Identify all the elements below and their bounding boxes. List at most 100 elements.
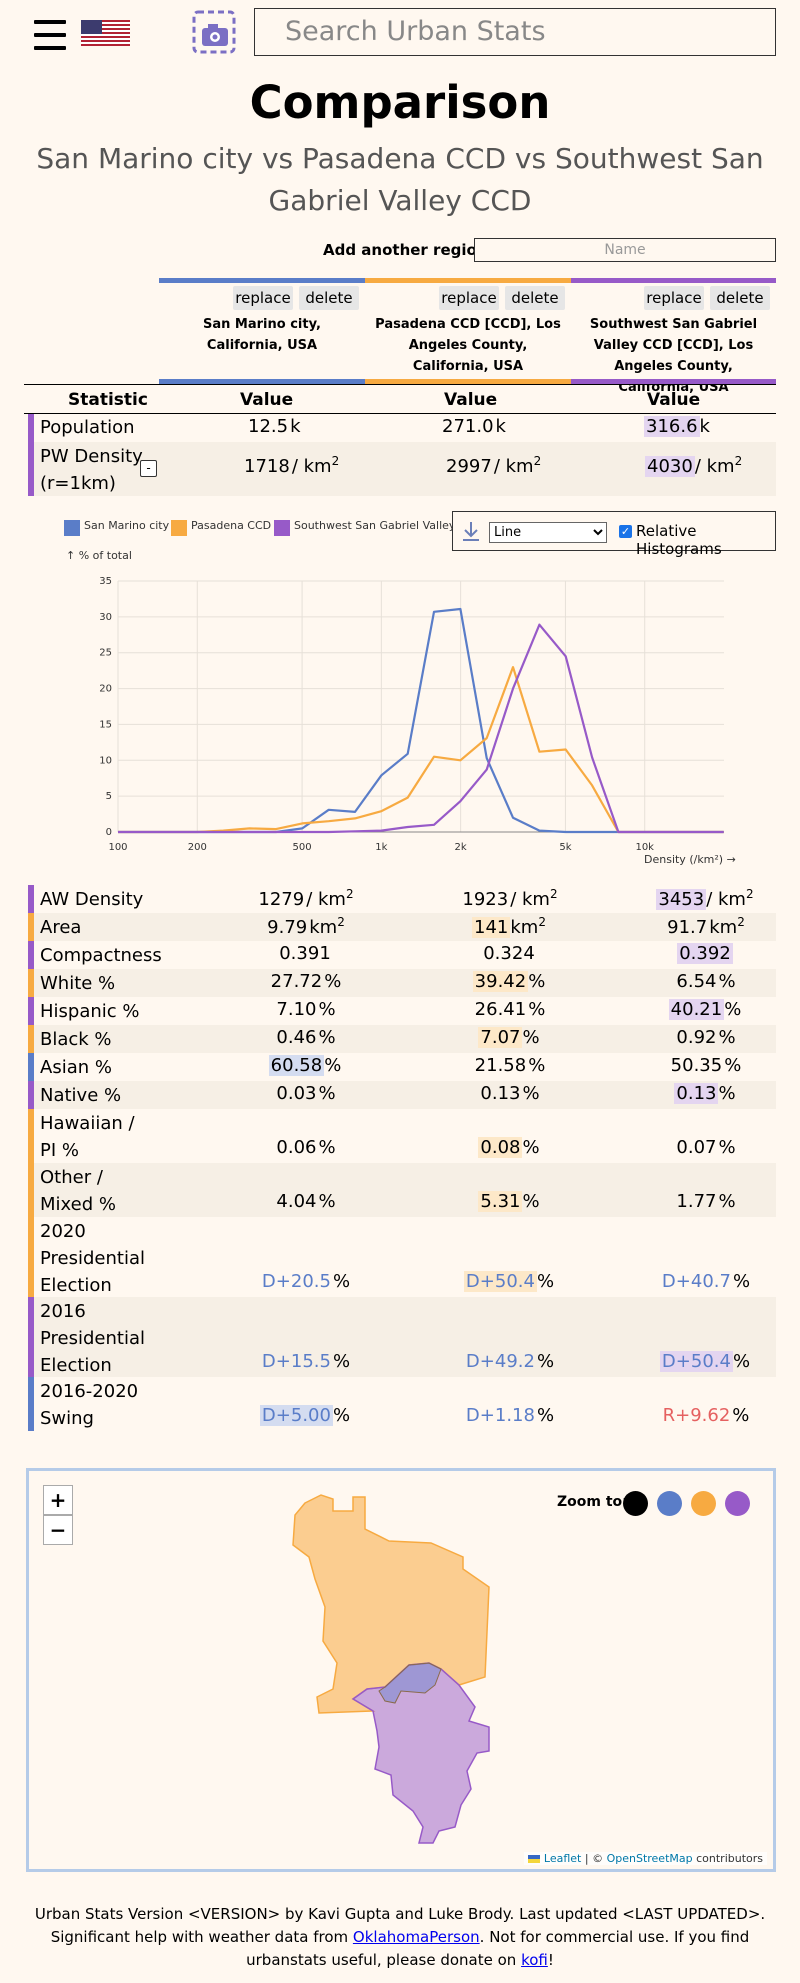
y-tick-label: 5	[106, 791, 112, 802]
stat-name[interactable]: Black %	[40, 1029, 112, 1050]
relative-histograms-checkbox[interactable]: ✓	[619, 525, 632, 538]
region-color-bar	[365, 278, 571, 283]
openstreetmap-link[interactable]: OpenStreetMap	[606, 1852, 693, 1865]
menu-icon[interactable]	[34, 20, 66, 50]
delete-button[interactable]: delete	[299, 286, 359, 310]
stat-value: D+40.7%	[661, 1271, 751, 1292]
row-color-bar	[28, 1109, 34, 1163]
stat-name[interactable]: Compactness	[40, 945, 162, 966]
stat-name[interactable]: Asian %	[40, 1057, 112, 1078]
stat-name[interactable]: Other / Mixed %	[40, 1167, 116, 1215]
row-color-bar	[28, 1053, 34, 1081]
x-tick-label: 2k	[455, 842, 467, 853]
legend-label: Pasadena CCD	[191, 519, 272, 532]
histogram-controls: Line ✓ Relative Histograms	[452, 511, 776, 558]
zoom-in-button[interactable]: +	[43, 1485, 73, 1515]
stat-value: D+49.2%	[465, 1351, 555, 1372]
stat-name[interactable]: Area	[40, 917, 82, 938]
search-input[interactable]: Search Urban Stats	[254, 8, 776, 56]
stat-value: 60.58%	[268, 1055, 342, 1076]
stat-value: 12.5 k	[248, 416, 301, 437]
y-tick-label: 20	[99, 684, 112, 695]
stat-name[interactable]: Native %	[40, 1085, 122, 1106]
stat-name[interactable]: 2016-2020 Swing	[40, 1381, 139, 1429]
stat-value: 141 km2	[472, 915, 546, 938]
zoom-to-all-button[interactable]	[623, 1491, 648, 1516]
series-line-1	[118, 607, 724, 834]
download-icon[interactable]	[461, 520, 481, 544]
screenshot-camera-icon[interactable]	[192, 10, 236, 54]
stat-value: 39.42%	[472, 971, 546, 992]
page-title: Comparison	[249, 76, 551, 129]
y-tick-label: 35	[99, 576, 112, 587]
stat-value: 2997/ km2	[446, 454, 542, 477]
footer: Urban Stats Version <VERSION> by Kavi Gu…	[34, 1905, 766, 1969]
stat-value: 0.07%	[676, 1137, 736, 1158]
expand-toggle-button[interactable]: -	[140, 460, 157, 477]
series-line-2	[118, 665, 724, 834]
stat-value: 26.41%	[474, 999, 546, 1020]
x-tick-label: 100	[108, 842, 127, 853]
stat-name[interactable]: Hispanic %	[40, 1001, 140, 1022]
stat-value: 0.46%	[276, 1027, 336, 1048]
leaflet-flag-icon	[528, 1855, 541, 1863]
region-header-3: replace delete Southwest San Gabriel Val…	[571, 278, 776, 395]
delete-button[interactable]: delete	[710, 286, 770, 310]
stat-value: 9.79 km2	[267, 915, 345, 938]
table-row	[28, 969, 776, 997]
map-shapes	[292, 1494, 490, 1844]
replace-button[interactable]: replace	[233, 286, 293, 310]
replace-button[interactable]: replace	[439, 286, 499, 310]
stat-name[interactable]: AW Density	[40, 889, 144, 910]
y-axis-label: ↑ % of total	[66, 549, 132, 562]
stat-value: 7.10%	[276, 999, 336, 1020]
stat-value: R+9.62%	[662, 1405, 750, 1426]
stat-value: 6.54%	[676, 971, 736, 992]
stat-value: 7.07%	[478, 1027, 540, 1048]
zoom-out-button[interactable]: −	[43, 1515, 73, 1545]
stat-name[interactable]: White %	[40, 973, 116, 994]
row-color-bar	[28, 1163, 34, 1217]
kofi-link[interactable]: kofi	[521, 1951, 548, 1969]
stat-value: 50.35%	[670, 1055, 742, 1076]
stat-value: D+20.5%	[261, 1271, 351, 1292]
row-color-bar	[28, 1297, 34, 1377]
stat-name[interactable]: Hawaiian / PI %	[40, 1113, 135, 1161]
stat-value: 0.92%	[676, 1027, 736, 1048]
density-histogram-chart: 0 5 10 15 20 25 30 35 100 200 500 1k 2k 5k 10k	[99, 576, 724, 853]
stat-value: 91.7 km2	[667, 915, 745, 938]
histogram-type-select[interactable]: Line	[489, 522, 607, 543]
region-name[interactable]: Pasadena CCD [CCD], Los Angeles County, …	[375, 317, 561, 374]
stat-value: 21.58%	[474, 1055, 546, 1076]
stat-name[interactable]: Population	[40, 417, 135, 438]
zoom-to-region-2-button[interactable]	[691, 1491, 716, 1516]
legend-label: San Marino city	[84, 519, 170, 532]
zoom-to-region-3-button[interactable]	[725, 1491, 750, 1516]
stat-value: 3453/ km2	[656, 887, 754, 910]
stat-value: 27.72%	[270, 971, 342, 992]
region-name[interactable]: Southwest San Gabriel Valley CCD [CCD], …	[589, 317, 758, 395]
column-header-value: Value	[647, 390, 701, 410]
page-subtitle: San Marino city vs Pasadena CCD vs South…	[36, 142, 764, 217]
add-region-input[interactable]: Name	[474, 238, 776, 262]
zoom-to-label: Zoom to:	[557, 1494, 628, 1510]
replace-button[interactable]: replace	[644, 286, 704, 310]
row-color-bar	[28, 1377, 34, 1431]
stat-name[interactable]: PW Density (r=1km)	[40, 446, 143, 494]
region-header-1: replace delete San Marino city, Californ…	[159, 278, 365, 384]
zoom-to-region-1-button[interactable]	[657, 1491, 682, 1516]
table-row	[28, 1163, 776, 1217]
oklahomaperson-link[interactable]: OklahomaPerson	[352, 1928, 480, 1946]
x-tick-label: 200	[188, 842, 207, 853]
region-color-bar	[571, 278, 776, 283]
stat-name[interactable]: 2020 Presidential Election	[40, 1221, 145, 1296]
leaflet-link[interactable]: Leaflet	[543, 1852, 582, 1865]
us-flag-icon[interactable]	[81, 20, 130, 46]
stat-value: 5.31%	[478, 1191, 540, 1212]
stat-name[interactable]: 2016 Presidential Election	[40, 1301, 145, 1376]
stat-value: 0.03%	[276, 1083, 336, 1104]
region-name[interactable]: San Marino city, California, USA	[203, 317, 321, 353]
region-map[interactable]: + − Zoom to: Leaflet | © OpenStreetMap c…	[26, 1468, 776, 1872]
delete-button[interactable]: delete	[505, 286, 565, 310]
stat-value: 40.21%	[668, 999, 742, 1020]
